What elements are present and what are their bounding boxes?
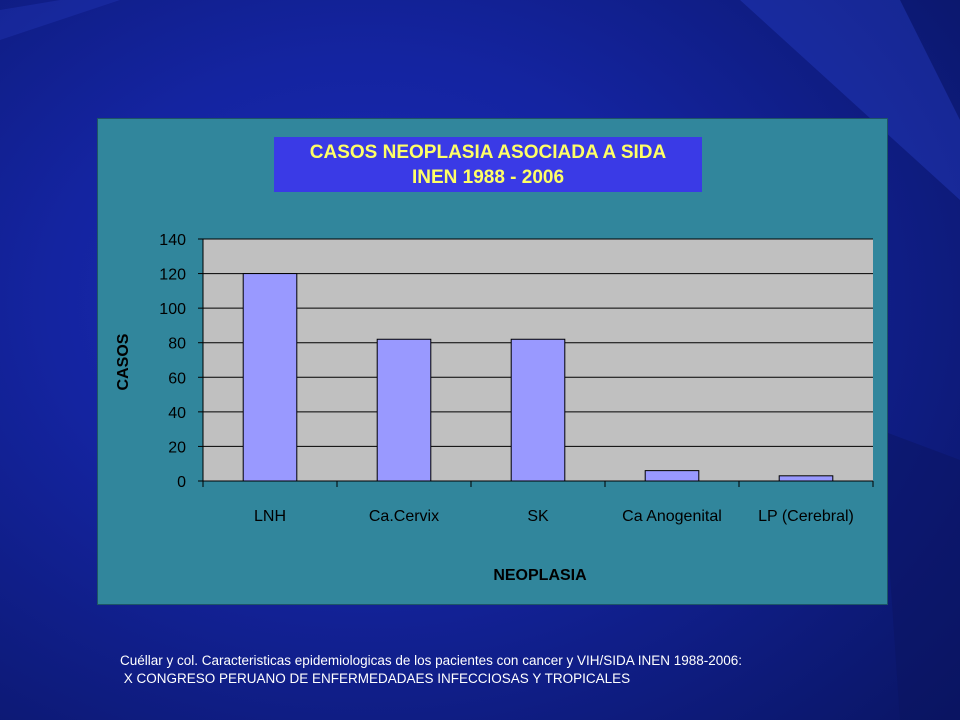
footnote-line-2: X CONGRESO PERUANO DE ENFERMEDADAES INFE… <box>120 671 631 686</box>
chart-subtitle: INEN 1988 - 2006 <box>411 167 565 188</box>
y-tick-label: 120 <box>159 267 186 284</box>
bar-ca-anogenital <box>644 470 700 482</box>
y-tick-label: 140 <box>159 232 186 249</box>
bar-sk <box>510 338 566 482</box>
bar-ca-cervix <box>376 338 432 482</box>
x-tick-label: LNH <box>254 508 286 525</box>
chart-title: CASOS NEOPLASIA ASOCIADA A SIDA <box>309 142 667 163</box>
x-tick-label: SK <box>527 508 549 525</box>
y-tick-label: 0 <box>177 474 186 491</box>
x-tick-label: LP (Cerebral) <box>758 508 854 525</box>
chart-title-box: CASOS NEOPLASIA ASOCIADA A SIDA INEN 198… <box>274 137 702 192</box>
x-axis-label: NEOPLASIA <box>493 567 587 584</box>
source-footnote: Cuéllar y col. Caracteristicas epidemiol… <box>120 652 742 688</box>
y-tick-label: 80 <box>168 336 186 353</box>
y-axis-label: CASOS <box>115 333 132 390</box>
footnote-line-1: Cuéllar y col. Caracteristicas epidemiol… <box>120 653 743 668</box>
bar-lp-cerebral <box>778 475 834 482</box>
y-tick-label: 60 <box>168 370 186 387</box>
x-tick-label: Ca Anogenital <box>622 508 722 525</box>
y-tick-label: 100 <box>159 301 186 318</box>
y-tick-label: 20 <box>168 439 186 456</box>
y-tick-label: 40 <box>168 405 186 422</box>
x-tick-label: Ca.Cervix <box>369 508 439 525</box>
bar-lnh <box>242 273 298 482</box>
